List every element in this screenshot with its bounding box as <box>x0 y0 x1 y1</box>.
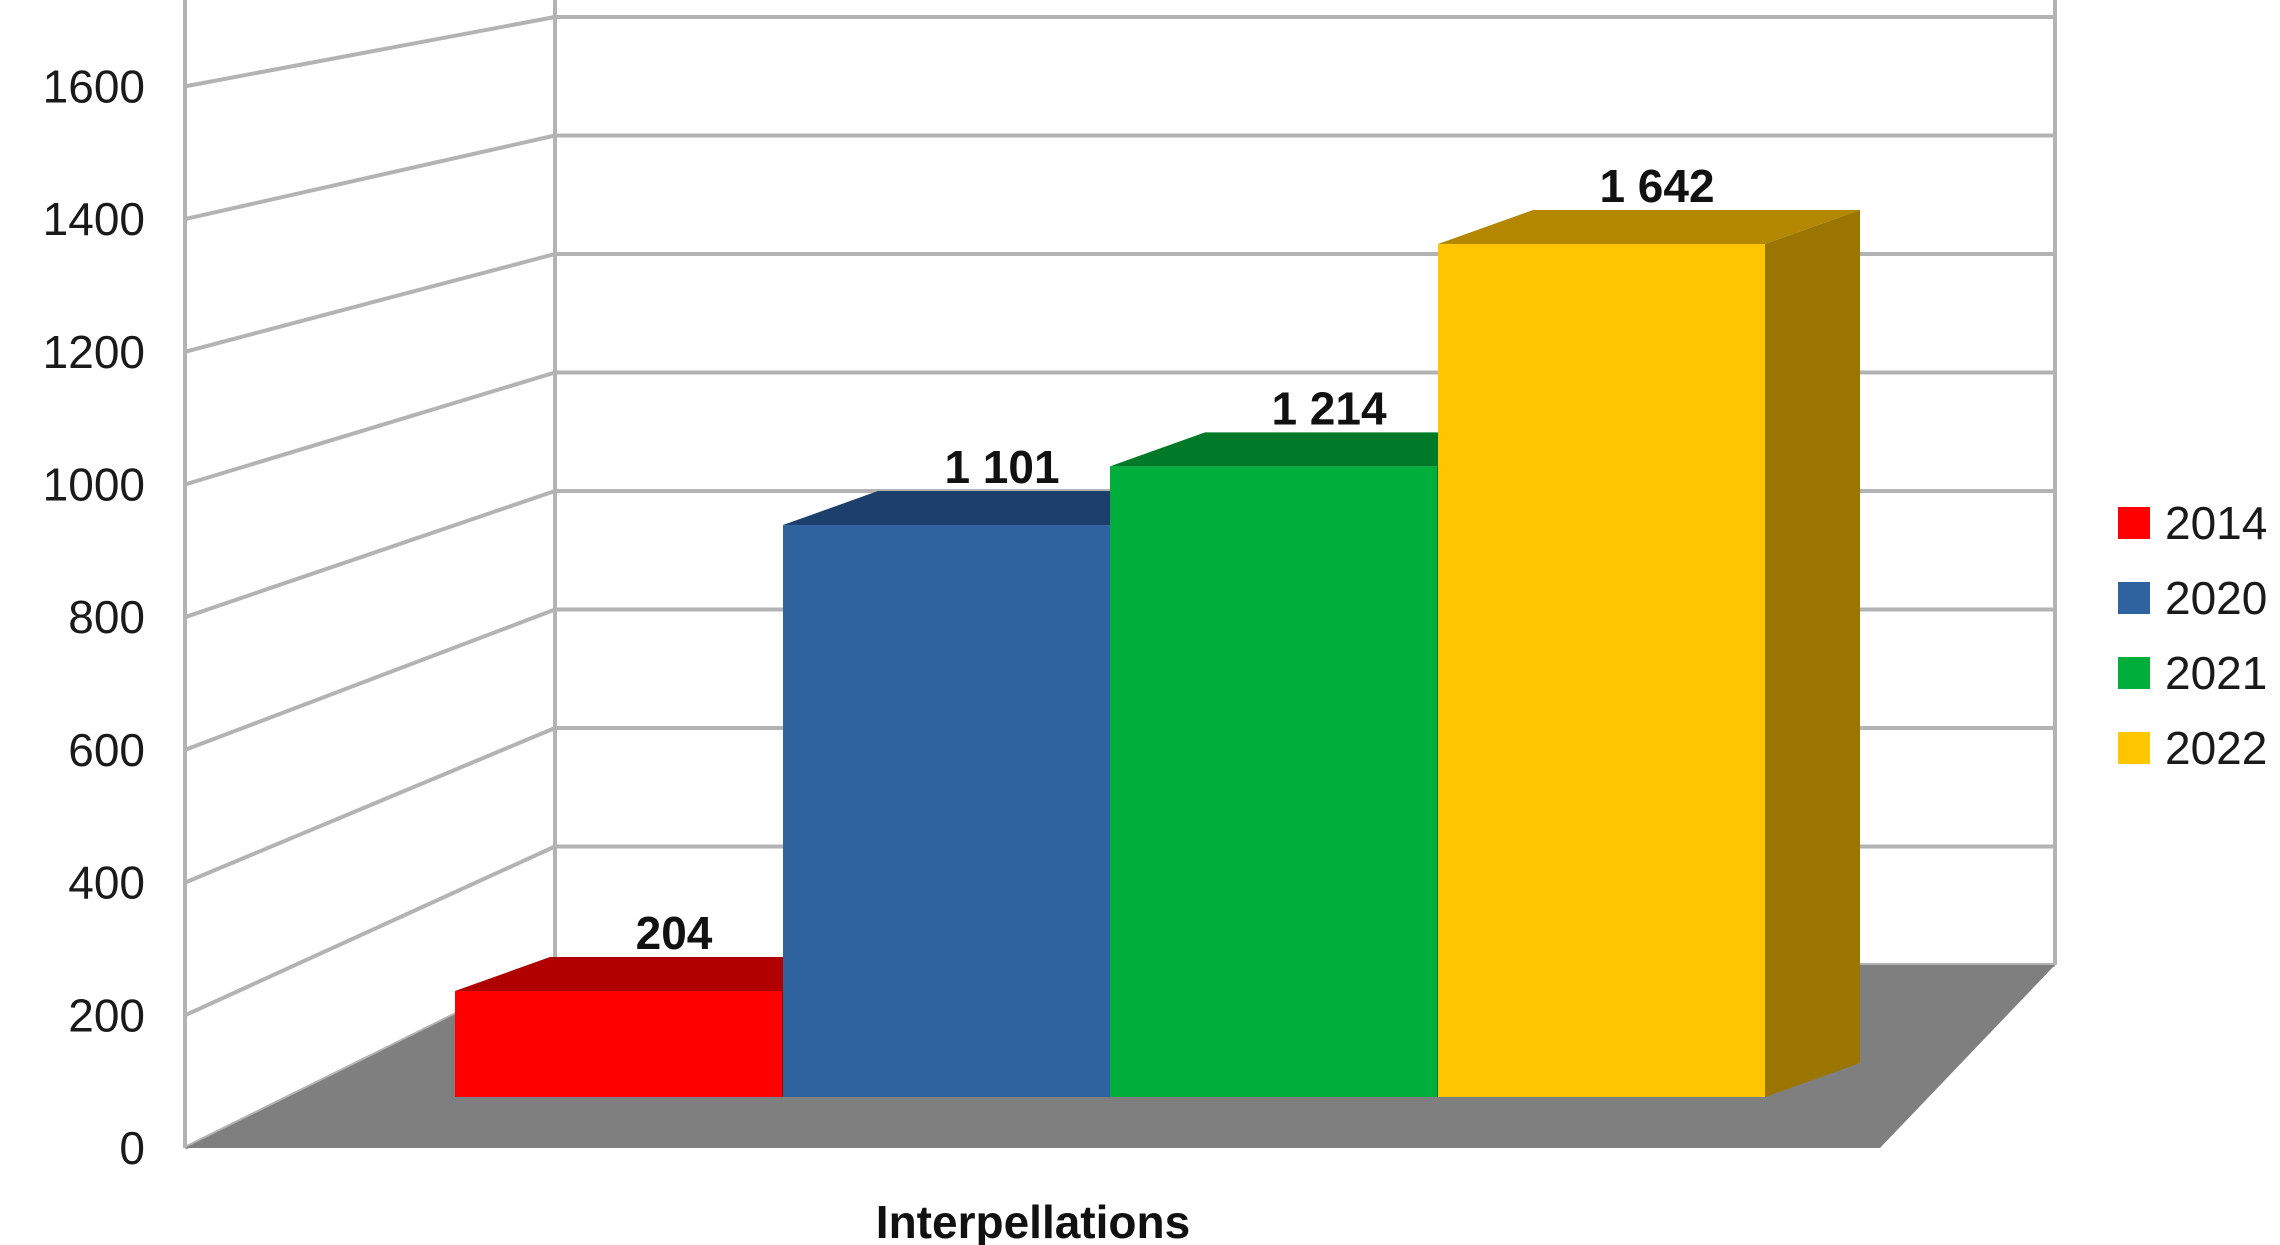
y-tick-label: 1200 <box>43 326 145 378</box>
y-tick-label: 400 <box>68 857 145 909</box>
y-tick-label: 0 <box>119 1122 145 1174</box>
bar-top <box>455 957 877 992</box>
side-gridline <box>184 252 556 354</box>
bar-top <box>1110 432 1532 467</box>
side-gridline <box>184 489 556 620</box>
legend-label: 2020 <box>2165 572 2267 624</box>
bar-front <box>1438 243 1765 1097</box>
side-gridline <box>184 133 556 222</box>
legend-swatch <box>2118 732 2150 764</box>
bar-group <box>455 209 1860 1097</box>
data-label-2020: 1 101 <box>944 441 1059 493</box>
y-tick-label: 200 <box>68 989 145 1041</box>
bar-top <box>1438 209 1860 244</box>
y-tick-label: 1000 <box>43 459 145 511</box>
bar-front <box>1110 466 1437 1097</box>
side-gridline <box>184 726 556 885</box>
data-label-2021: 1 214 <box>1271 382 1387 434</box>
y-tick-label: 800 <box>68 591 145 643</box>
legend-item-2014: 2014 <box>2118 497 2267 549</box>
bar-top <box>783 491 1205 526</box>
legend-item-2020: 2020 <box>2118 572 2267 624</box>
side-gridline <box>184 15 556 89</box>
legend-label: 2014 <box>2165 497 2267 549</box>
x-axis-title: Interpellations <box>876 1196 1190 1245</box>
legend-label: 2021 <box>2165 647 2267 699</box>
legend-swatch <box>2118 657 2150 689</box>
legend-swatch <box>2118 582 2150 614</box>
data-label-2022: 1 642 <box>1599 160 1714 212</box>
y-tick-label: 1600 <box>43 60 145 112</box>
side-gridline <box>184 844 556 1018</box>
bar-front <box>455 991 782 1097</box>
y-tick-label: 1400 <box>43 193 145 245</box>
legend-item-2022: 2022 <box>2118 722 2267 774</box>
data-label-2014: 204 <box>636 907 713 959</box>
side-gridline <box>184 607 556 752</box>
y-tick-label: 600 <box>68 724 145 776</box>
side-gridline <box>184 370 556 487</box>
legend-swatch <box>2118 507 2150 539</box>
bar-front <box>783 525 1110 1097</box>
legend-item-2021: 2021 <box>2118 647 2267 699</box>
bar-2022 <box>1438 209 1860 1097</box>
legend-label: 2022 <box>2165 722 2267 774</box>
legend: 2014 2020 2021 2022 <box>2118 497 2267 774</box>
data-labels: 204 1 101 1 214 1 642 <box>636 160 1715 959</box>
y-axis-ticks: 020040060080010001200140016001800 <box>43 60 145 1174</box>
bar-side <box>1765 209 1860 1097</box>
